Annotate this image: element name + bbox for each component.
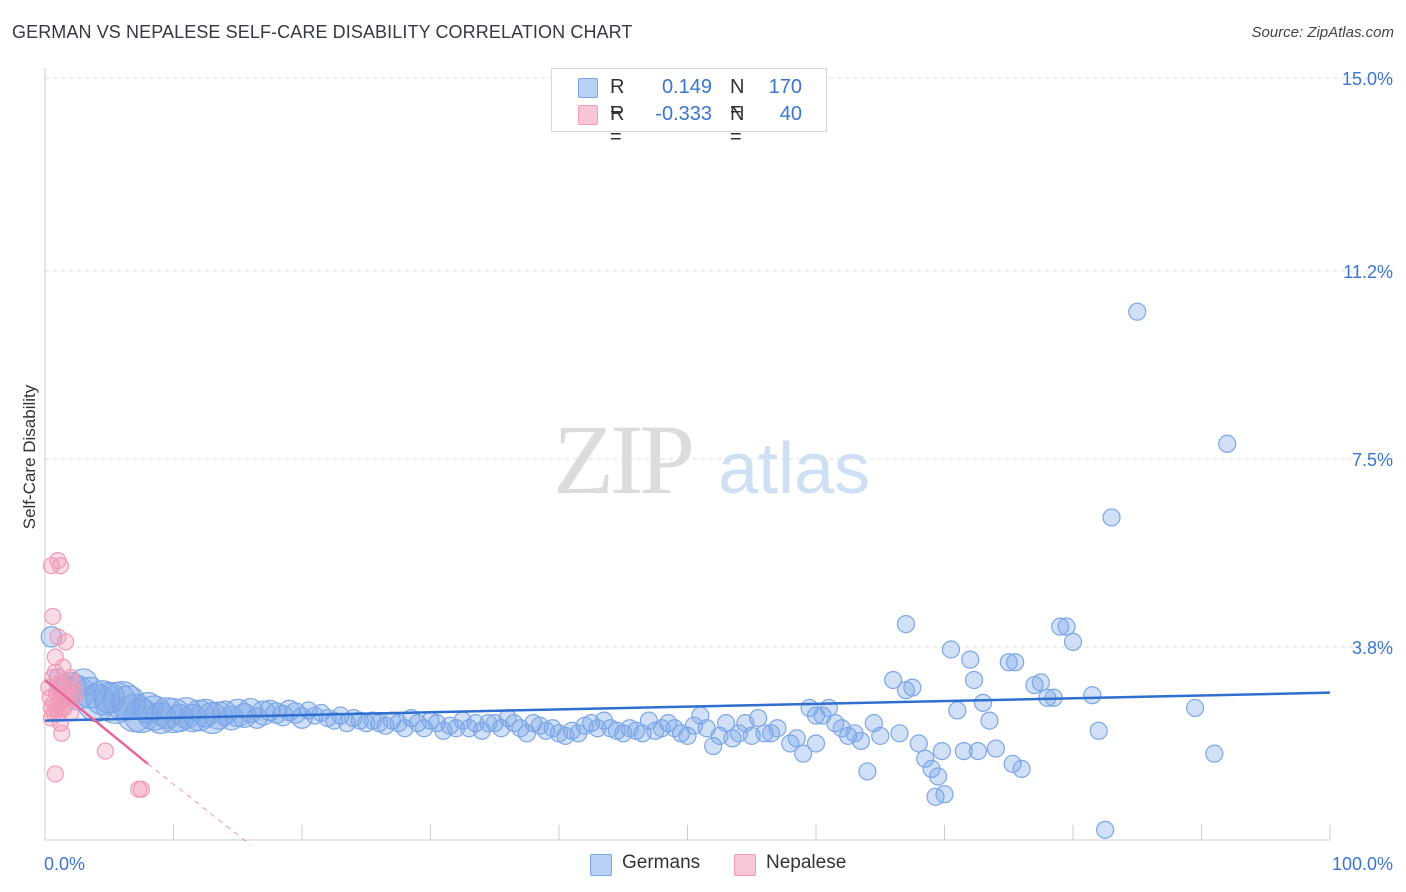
bottom-legend-label-germans: Germans bbox=[622, 852, 701, 873]
data-point-germans bbox=[594, 711, 614, 730]
data-point-germans bbox=[941, 640, 961, 659]
data-point-germans bbox=[1185, 698, 1205, 718]
data-point-germans bbox=[1012, 759, 1031, 778]
data-point-germans bbox=[250, 700, 276, 726]
y-tick-label: 3.8% bbox=[1352, 638, 1393, 658]
legend-swatch-germans bbox=[578, 78, 598, 98]
legend-n-label: N = bbox=[730, 103, 745, 148]
data-point-germans bbox=[961, 650, 980, 669]
data-point-germans bbox=[466, 714, 485, 733]
data-point-germans bbox=[928, 767, 948, 786]
data-point-germans bbox=[1205, 744, 1224, 763]
data-point-germans bbox=[1031, 673, 1050, 692]
data-point-germans bbox=[973, 693, 993, 712]
legend-r-label: R = bbox=[610, 103, 625, 148]
data-point-germans bbox=[749, 708, 768, 728]
data-point-germans bbox=[40, 625, 63, 648]
legend: R = 0.149 N = 170 R = -0.333 N = 40 bbox=[551, 68, 827, 148]
data-point-germans bbox=[768, 719, 787, 738]
data-point-nepalese bbox=[44, 607, 62, 626]
source-label: Source: ZipAtlas.com bbox=[1251, 24, 1394, 41]
data-point-germans bbox=[851, 731, 871, 751]
data-point-germans bbox=[1128, 302, 1147, 321]
data-point-germans bbox=[806, 734, 826, 753]
trendline-nepalese-extension bbox=[147, 763, 251, 846]
data-point-germans bbox=[1089, 721, 1108, 740]
data-point-germans bbox=[1083, 686, 1102, 705]
bottom-legend-swatch-nepalese bbox=[734, 854, 756, 876]
y-tick-label: 7.5% bbox=[1352, 450, 1393, 470]
data-point-germans bbox=[1096, 820, 1115, 839]
data-point-nepalese bbox=[46, 765, 64, 783]
data-point-germans bbox=[787, 729, 806, 748]
data-point-nepalese bbox=[67, 684, 85, 702]
data-point-germans bbox=[819, 698, 838, 718]
data-point-germans bbox=[896, 614, 916, 634]
chart-title: GERMAN VS NEPALESE SELF-CARE DISABILITY … bbox=[12, 22, 633, 42]
y-tick-label: 15.0% bbox=[1342, 69, 1393, 89]
data-point-nepalese bbox=[63, 673, 81, 692]
x-tick-label-min: 0.0% bbox=[44, 854, 85, 874]
data-point-nepalese bbox=[53, 724, 71, 742]
data-point-germans bbox=[716, 714, 736, 733]
legend-swatch-nepalese bbox=[578, 105, 598, 125]
data-point-germans bbox=[948, 701, 967, 720]
data-point-germans bbox=[922, 759, 941, 778]
data-point-germans bbox=[890, 724, 909, 743]
data-point-germans bbox=[932, 741, 952, 761]
data-point-nepalese bbox=[96, 742, 114, 760]
legend-n-value: 170 bbox=[768, 76, 802, 98]
data-point-germans bbox=[155, 697, 192, 734]
data-point-germans bbox=[678, 726, 697, 745]
data-point-germans bbox=[794, 744, 813, 763]
legend-r-value: -0.333 bbox=[655, 103, 712, 125]
data-point-germans bbox=[871, 726, 890, 745]
bottom-legend-label-nepalese: Nepalese bbox=[766, 852, 847, 873]
data-point-germans bbox=[883, 670, 903, 690]
data-point-germans bbox=[964, 670, 984, 690]
data-point-germans bbox=[986, 739, 1006, 758]
data-point-germans bbox=[968, 741, 988, 761]
data-point-germans bbox=[1218, 434, 1237, 453]
data-point-nepalese bbox=[62, 704, 80, 722]
data-point-nepalese bbox=[130, 780, 148, 798]
data-point-germans bbox=[447, 719, 466, 738]
trendline-nepalese bbox=[44, 679, 149, 765]
data-point-germans bbox=[704, 736, 723, 756]
data-point-germans bbox=[845, 724, 864, 743]
data-point-germans bbox=[131, 692, 164, 724]
data-point-germans bbox=[1063, 632, 1083, 651]
legend-r-value: 0.149 bbox=[661, 76, 712, 98]
watermark-atlas: atlas bbox=[718, 429, 871, 509]
data-point-germans bbox=[954, 741, 973, 761]
data-point-germans bbox=[909, 734, 928, 753]
bottom-legend-swatch-germans bbox=[590, 854, 612, 876]
legend-r-label: R = bbox=[610, 76, 625, 121]
data-point-germans bbox=[1003, 754, 1022, 773]
x-tick-label-max: 100.0% bbox=[1332, 854, 1393, 874]
data-point-germans bbox=[903, 678, 922, 697]
data-point-germans bbox=[588, 719, 607, 738]
data-point-germans bbox=[1057, 617, 1076, 636]
data-point-germans bbox=[916, 749, 935, 768]
data-point-germans bbox=[1006, 653, 1025, 672]
legend-n-label: N = bbox=[730, 76, 745, 121]
legend-n-value: 40 bbox=[779, 103, 802, 125]
trendline-germans bbox=[44, 691, 1331, 722]
data-point-nepalese bbox=[49, 628, 67, 646]
data-point-germans bbox=[218, 705, 244, 731]
data-point-germans bbox=[569, 724, 588, 743]
data-point-germans bbox=[1051, 617, 1070, 636]
data-point-nepalese bbox=[51, 557, 70, 575]
data-point-germans bbox=[858, 762, 877, 781]
data-point-germans bbox=[980, 711, 999, 730]
y-tick-label: 11.2% bbox=[1343, 262, 1393, 282]
data-point-germans bbox=[935, 785, 954, 804]
data-point-germans bbox=[1102, 508, 1121, 527]
data-point-germans bbox=[999, 653, 1018, 672]
